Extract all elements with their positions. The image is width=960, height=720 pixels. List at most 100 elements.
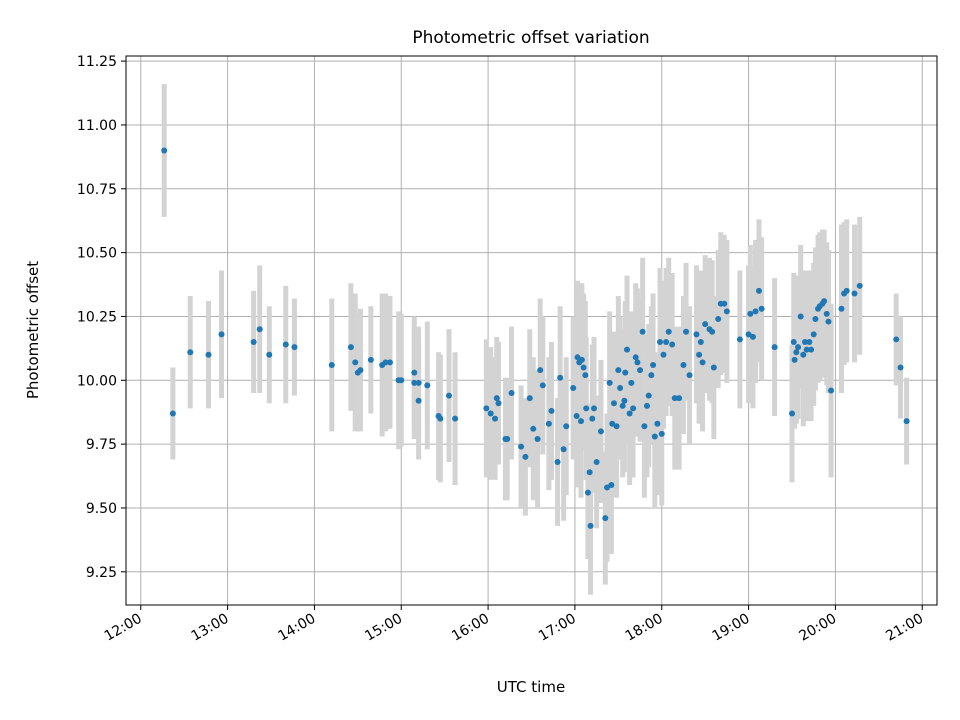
data-point xyxy=(606,379,613,386)
data-point xyxy=(608,481,615,488)
data-point xyxy=(291,344,298,351)
data-point xyxy=(702,321,709,328)
data-point xyxy=(745,331,752,338)
data-point xyxy=(825,318,832,325)
data-point xyxy=(492,415,499,422)
data-point xyxy=(843,287,850,294)
data-point xyxy=(539,382,546,389)
data-point xyxy=(639,328,646,335)
data-point xyxy=(591,405,598,412)
data-point xyxy=(650,361,657,368)
data-point xyxy=(518,443,525,450)
data-point xyxy=(856,282,863,289)
data-point xyxy=(617,384,624,391)
data-point xyxy=(619,402,626,409)
data-point xyxy=(747,310,754,317)
data-point xyxy=(250,338,257,345)
data-point xyxy=(593,459,600,466)
data-point xyxy=(812,316,819,323)
y-tick-label: 11.00 xyxy=(77,118,117,134)
data-point xyxy=(821,298,828,305)
data-point xyxy=(504,436,511,443)
data-point xyxy=(665,328,672,335)
data-point xyxy=(415,379,422,386)
data-point xyxy=(386,359,393,366)
data-point xyxy=(643,402,650,409)
data-point xyxy=(749,333,756,340)
data-point xyxy=(589,415,596,422)
data-point xyxy=(697,338,704,345)
data-point xyxy=(651,433,658,440)
data-point xyxy=(800,351,807,358)
data-point xyxy=(696,351,703,358)
data-point xyxy=(752,308,759,315)
y-tick-label: 9.75 xyxy=(86,437,117,453)
data-point xyxy=(563,423,570,430)
data-point xyxy=(893,336,900,343)
y-tick-label: 9.25 xyxy=(86,565,117,581)
y-tick-label: 10.25 xyxy=(77,309,117,325)
data-point xyxy=(810,331,817,338)
data-point xyxy=(347,344,354,351)
data-point xyxy=(755,287,762,294)
data-point xyxy=(669,341,676,348)
data-point xyxy=(424,382,431,389)
data-point xyxy=(699,359,706,366)
data-point xyxy=(411,369,418,376)
data-point xyxy=(632,354,639,361)
data-point xyxy=(534,436,541,443)
data-point xyxy=(493,395,500,402)
data-point xyxy=(663,338,670,345)
data-point xyxy=(578,356,585,363)
data-point xyxy=(851,290,858,297)
data-point xyxy=(495,400,502,407)
data-point xyxy=(622,369,629,376)
data-point xyxy=(483,405,490,412)
data-point xyxy=(795,344,802,351)
data-points xyxy=(161,147,910,529)
data-point xyxy=(328,361,335,368)
data-point xyxy=(266,351,273,358)
data-point xyxy=(771,344,778,351)
data-point xyxy=(582,372,589,379)
data-point xyxy=(522,453,529,460)
data-point xyxy=(586,469,593,476)
data-point xyxy=(452,415,459,422)
data-point xyxy=(645,392,652,399)
data-point xyxy=(557,374,564,381)
data-point xyxy=(415,397,422,404)
data-point xyxy=(758,305,765,312)
data-point xyxy=(838,305,845,312)
data-point xyxy=(736,336,743,343)
data-point xyxy=(671,395,678,402)
data-point xyxy=(554,459,561,466)
data-point xyxy=(710,364,717,371)
data-point xyxy=(637,367,644,374)
data-point xyxy=(580,364,587,371)
data-point xyxy=(658,430,665,437)
x-axis-title: UTC time xyxy=(497,678,565,696)
data-point xyxy=(537,367,544,374)
data-point xyxy=(530,425,537,432)
data-point xyxy=(398,377,405,384)
data-point xyxy=(526,395,533,402)
data-point xyxy=(446,392,453,399)
data-point xyxy=(624,346,631,353)
data-point xyxy=(574,354,581,361)
data-point xyxy=(660,351,667,358)
data-point xyxy=(903,418,910,425)
data-point xyxy=(613,423,620,430)
data-point xyxy=(610,400,617,407)
data-point xyxy=(583,405,590,412)
data-point xyxy=(790,338,797,345)
data-point xyxy=(205,351,212,358)
data-point xyxy=(657,338,664,345)
data-point xyxy=(218,331,225,338)
data-point xyxy=(615,367,622,374)
data-point xyxy=(686,372,693,379)
data-point xyxy=(828,387,835,394)
data-point xyxy=(367,356,374,363)
data-point xyxy=(676,395,683,402)
data-point xyxy=(382,359,389,366)
data-point xyxy=(802,338,809,345)
